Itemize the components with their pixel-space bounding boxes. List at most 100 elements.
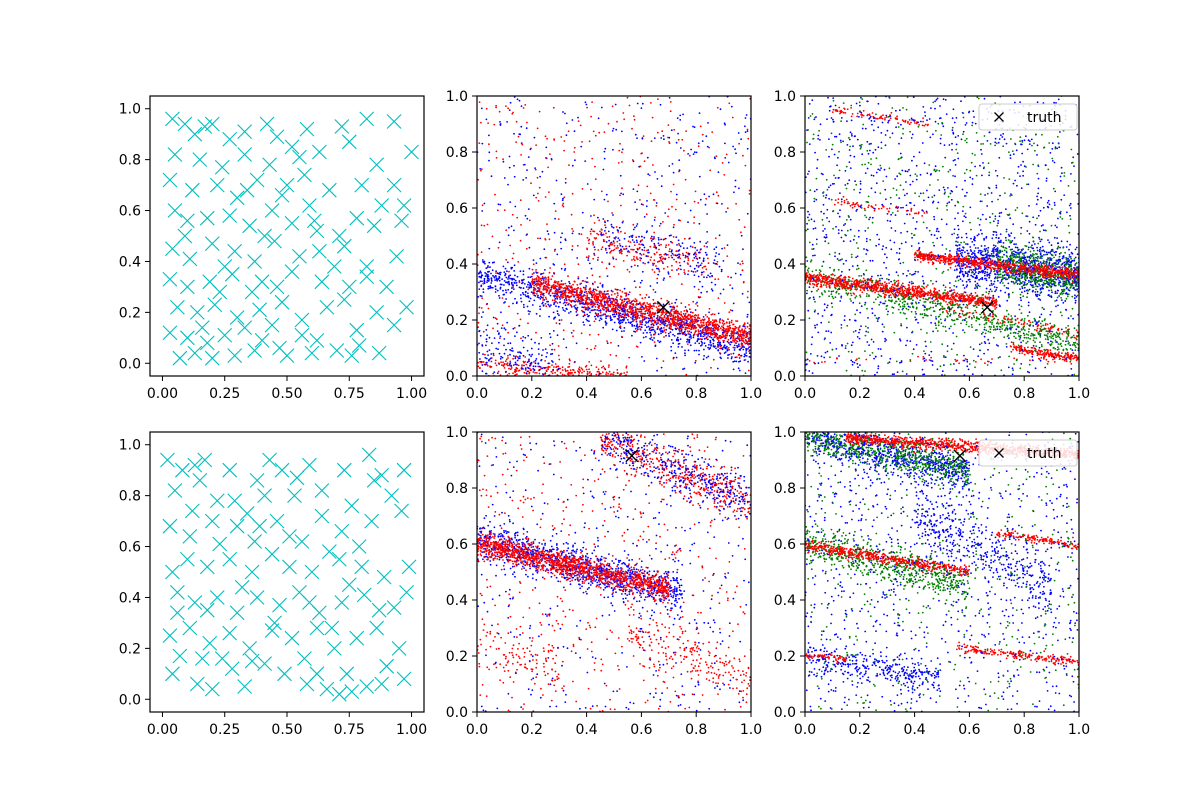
x-marker <box>178 229 192 243</box>
point <box>628 315 630 317</box>
point <box>1040 261 1042 263</box>
point <box>540 298 542 300</box>
point <box>529 300 531 302</box>
point <box>684 352 686 354</box>
point <box>964 251 966 253</box>
point <box>514 298 516 300</box>
point <box>480 285 482 287</box>
point <box>505 349 507 351</box>
point <box>694 286 696 288</box>
point <box>654 253 656 255</box>
point <box>701 262 703 264</box>
point <box>599 293 601 295</box>
point <box>530 355 532 357</box>
point <box>631 259 633 261</box>
point <box>651 308 653 310</box>
point <box>510 267 512 269</box>
point <box>684 323 686 325</box>
point <box>562 369 564 371</box>
point <box>513 270 515 272</box>
point <box>700 322 702 324</box>
x-marker <box>185 183 199 197</box>
point <box>622 291 624 293</box>
point <box>685 257 687 259</box>
point <box>717 327 719 329</box>
point <box>633 160 635 162</box>
point <box>576 309 578 311</box>
point <box>704 245 706 247</box>
point <box>737 341 739 343</box>
point <box>502 158 504 160</box>
point <box>663 279 665 281</box>
point <box>509 156 511 158</box>
point <box>570 322 572 324</box>
point <box>658 249 660 251</box>
point <box>628 321 630 323</box>
x-marker <box>330 344 344 358</box>
point <box>612 309 614 311</box>
point <box>624 298 626 300</box>
point <box>570 296 572 298</box>
point <box>962 280 964 282</box>
point <box>589 289 591 291</box>
point <box>691 270 693 272</box>
point <box>740 138 742 140</box>
point <box>555 363 557 365</box>
x-marker <box>292 249 306 263</box>
point <box>571 214 573 216</box>
point <box>639 321 641 323</box>
point <box>582 291 584 293</box>
point <box>549 344 551 346</box>
point <box>1056 292 1058 294</box>
point <box>621 380 623 382</box>
point <box>673 254 675 256</box>
point <box>584 281 586 283</box>
point <box>650 102 652 104</box>
x-tick-label: 0.25 <box>209 386 240 402</box>
point <box>538 278 540 280</box>
point <box>726 255 728 257</box>
point <box>597 286 599 288</box>
point <box>663 138 665 140</box>
point <box>704 193 706 195</box>
point <box>559 302 561 304</box>
point <box>552 263 554 265</box>
point <box>636 314 638 316</box>
point <box>500 124 502 126</box>
x-marker <box>263 158 277 172</box>
x-marker <box>165 242 179 256</box>
point <box>513 133 515 135</box>
point <box>528 367 530 369</box>
point <box>598 299 600 301</box>
point <box>727 318 729 320</box>
point <box>611 224 613 226</box>
point <box>625 322 627 324</box>
point <box>693 334 695 336</box>
point <box>1076 247 1078 249</box>
point <box>549 387 551 389</box>
point <box>611 212 613 214</box>
point <box>530 378 532 380</box>
point <box>509 245 511 247</box>
point <box>533 361 535 363</box>
point <box>615 259 617 261</box>
point <box>501 364 503 366</box>
point <box>701 274 703 276</box>
point <box>744 322 746 324</box>
point <box>486 303 488 305</box>
point <box>557 334 559 336</box>
x-tick-label: 0.75 <box>334 386 365 402</box>
point <box>969 281 971 283</box>
point <box>596 366 598 368</box>
point <box>527 276 529 278</box>
point <box>559 323 561 325</box>
point <box>623 305 625 307</box>
point <box>649 311 651 313</box>
point <box>1028 247 1030 249</box>
point <box>652 329 654 331</box>
point <box>724 336 726 338</box>
point <box>642 138 644 140</box>
point <box>1059 247 1061 249</box>
point <box>990 258 992 260</box>
point <box>594 316 596 318</box>
